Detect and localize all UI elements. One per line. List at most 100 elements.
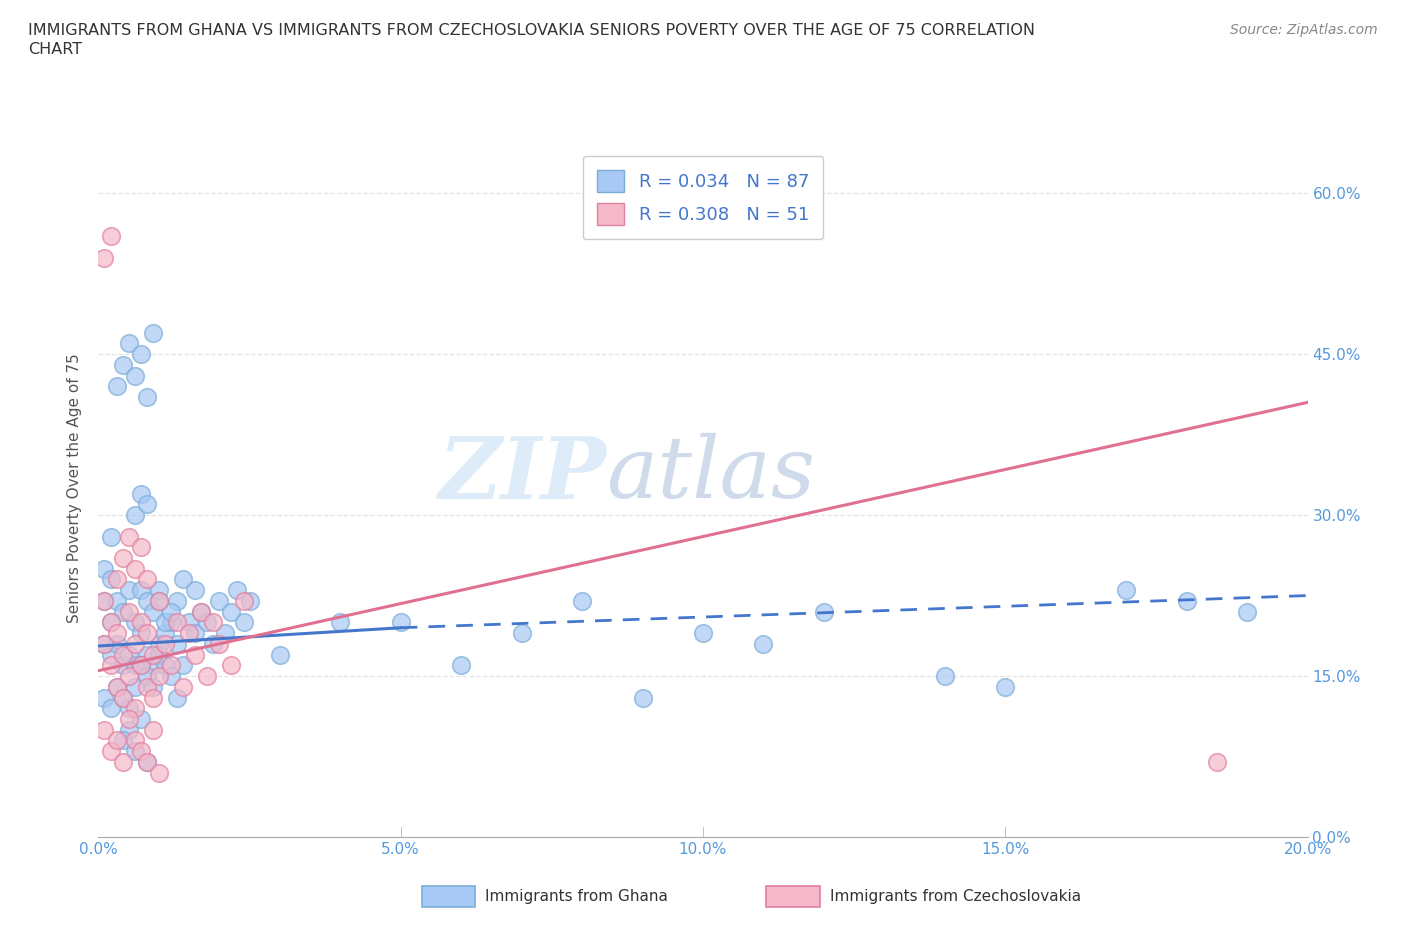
Text: ZIP: ZIP <box>439 432 606 516</box>
Point <box>172 679 194 694</box>
Point <box>934 669 956 684</box>
Point <box>148 765 170 780</box>
Point <box>124 733 146 748</box>
Point <box>111 658 134 672</box>
Point <box>111 551 134 565</box>
Point <box>148 593 170 608</box>
Point <box>129 744 152 759</box>
Point <box>93 636 115 651</box>
Point <box>184 626 207 641</box>
Point <box>100 572 122 587</box>
Point <box>118 647 141 662</box>
Point <box>100 229 122 244</box>
Point <box>450 658 472 672</box>
Point <box>172 572 194 587</box>
Point <box>111 604 134 619</box>
Point <box>124 508 146 523</box>
Point <box>166 615 188 630</box>
Point <box>135 754 157 769</box>
Point <box>221 604 243 619</box>
Point <box>1236 604 1258 619</box>
Point <box>135 497 157 512</box>
Point <box>100 615 122 630</box>
Point <box>994 679 1017 694</box>
Point <box>153 626 176 641</box>
Point <box>111 690 134 705</box>
Point <box>208 593 231 608</box>
Point <box>269 647 291 662</box>
Point <box>100 647 122 662</box>
Point <box>172 658 194 672</box>
Text: Immigrants from Czechoslovakia: Immigrants from Czechoslovakia <box>830 889 1081 904</box>
Y-axis label: Seniors Poverty Over the Age of 75: Seniors Poverty Over the Age of 75 <box>67 353 83 623</box>
Point <box>129 615 152 630</box>
Point <box>221 658 243 672</box>
Text: Source: ZipAtlas.com: Source: ZipAtlas.com <box>1230 23 1378 37</box>
Point <box>93 593 115 608</box>
Point <box>105 679 128 694</box>
Point <box>111 357 134 372</box>
Point <box>129 486 152 501</box>
Point <box>142 604 165 619</box>
Point <box>389 615 412 630</box>
Point <box>142 723 165 737</box>
Point <box>129 626 152 641</box>
Point <box>153 636 176 651</box>
Point <box>135 626 157 641</box>
Point <box>160 658 183 672</box>
Point <box>1115 583 1137 598</box>
Point <box>1206 754 1229 769</box>
Point <box>571 593 593 608</box>
Point <box>93 723 115 737</box>
Point <box>105 733 128 748</box>
Point <box>184 647 207 662</box>
Point <box>93 250 115 265</box>
Point <box>813 604 835 619</box>
Point <box>195 669 218 684</box>
Point <box>752 636 775 651</box>
Point <box>142 690 165 705</box>
Point <box>135 593 157 608</box>
Point <box>135 390 157 405</box>
Point <box>135 669 157 684</box>
Point <box>118 701 141 716</box>
Point <box>111 647 134 662</box>
Text: CHART: CHART <box>28 42 82 57</box>
Point <box>202 615 225 630</box>
Point <box>148 593 170 608</box>
Point <box>239 593 262 608</box>
Point <box>124 744 146 759</box>
Point <box>105 593 128 608</box>
Point <box>190 604 212 619</box>
Point <box>124 615 146 630</box>
Point <box>129 711 152 726</box>
Point <box>129 658 152 672</box>
Point <box>118 723 141 737</box>
Point <box>190 604 212 619</box>
Point <box>148 669 170 684</box>
Point <box>124 562 146 577</box>
Point <box>142 647 165 662</box>
Point <box>129 658 152 672</box>
Point <box>93 636 115 651</box>
Point <box>105 572 128 587</box>
Point <box>142 658 165 672</box>
Point <box>118 604 141 619</box>
Point <box>111 754 134 769</box>
Point <box>166 593 188 608</box>
Point <box>166 690 188 705</box>
Point <box>179 626 201 641</box>
Point <box>232 615 254 630</box>
Point <box>100 658 122 672</box>
Point <box>124 636 146 651</box>
Point <box>202 636 225 651</box>
Point <box>166 636 188 651</box>
Point <box>195 615 218 630</box>
Text: atlas: atlas <box>606 433 815 515</box>
Text: IMMIGRANTS FROM GHANA VS IMMIGRANTS FROM CZECHOSLOVAKIA SENIORS POVERTY OVER THE: IMMIGRANTS FROM GHANA VS IMMIGRANTS FROM… <box>28 23 1035 38</box>
Point <box>179 615 201 630</box>
Point <box>153 615 176 630</box>
Point <box>135 754 157 769</box>
Point <box>111 690 134 705</box>
Point <box>118 529 141 544</box>
